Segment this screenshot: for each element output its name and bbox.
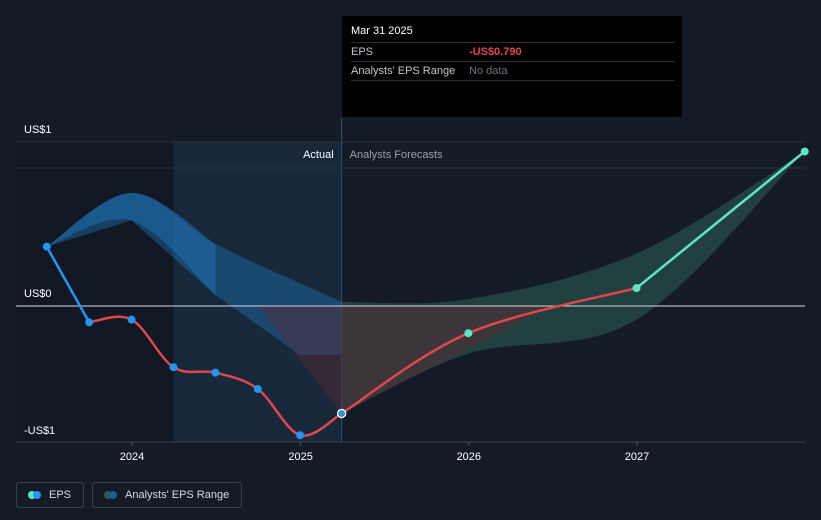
eps-point-inner: [338, 410, 345, 417]
forecast-line-positive: [635, 150, 806, 290]
legend-eps-label: EPS: [49, 489, 72, 501]
x-tick-label: 2025: [288, 451, 312, 463]
past-shade: [16, 142, 174, 442]
range-band-negative: [257, 306, 552, 414]
range-band-past: [46, 192, 342, 355]
actual-label: Actual: [303, 149, 334, 161]
y-tick-label: -US$1: [24, 425, 55, 437]
eps-swatch-icon: [28, 491, 42, 499]
eps-point: [127, 315, 136, 324]
eps-point: [296, 431, 305, 440]
x-tick-label: 2026: [457, 451, 481, 463]
eps-line-positive: [45, 246, 91, 323]
forecast-point: [464, 329, 473, 338]
eps-point: [211, 368, 220, 377]
tooltip: Mar 31 2025 EPS -US$0.790 Analysts' EPS …: [342, 16, 682, 117]
tooltip-date: Mar 31 2025: [351, 25, 413, 37]
eps-point: [253, 384, 262, 393]
forecast-point: [800, 147, 809, 156]
tooltip-row-range: Analysts' EPS Range No data: [351, 61, 674, 81]
legend: EPS Analysts' EPS Range: [16, 482, 243, 508]
tooltip-eps-label: EPS: [351, 46, 374, 58]
legend-range-label: Analysts' EPS Range: [125, 489, 230, 501]
tooltip-eps-value: -US$0.790: [469, 46, 522, 58]
range-swatch-icon: [104, 491, 118, 499]
y-tick-label: US$1: [24, 124, 52, 136]
forecast-point: [632, 284, 641, 293]
tooltip-range-label: Analysts' EPS Range: [351, 65, 456, 77]
x-tick-label: 2027: [625, 451, 649, 463]
range-band-forecast: [341, 151, 805, 414]
range-band-peak: [46, 192, 216, 295]
x-tick-label: 2024: [120, 451, 144, 463]
tooltip-range-value: No data: [469, 65, 508, 77]
eps-point: [42, 242, 51, 251]
forecast-label: Analysts Forecasts: [350, 149, 443, 161]
legend-eps-button[interactable]: EPS: [16, 482, 85, 508]
y-tick-label: US$0: [24, 288, 52, 300]
legend-range-button[interactable]: Analysts' EPS Range: [92, 482, 243, 508]
eps-point: [169, 363, 178, 372]
eps-point: [85, 318, 94, 327]
tooltip-row-eps: EPS -US$0.790: [351, 42, 674, 61]
